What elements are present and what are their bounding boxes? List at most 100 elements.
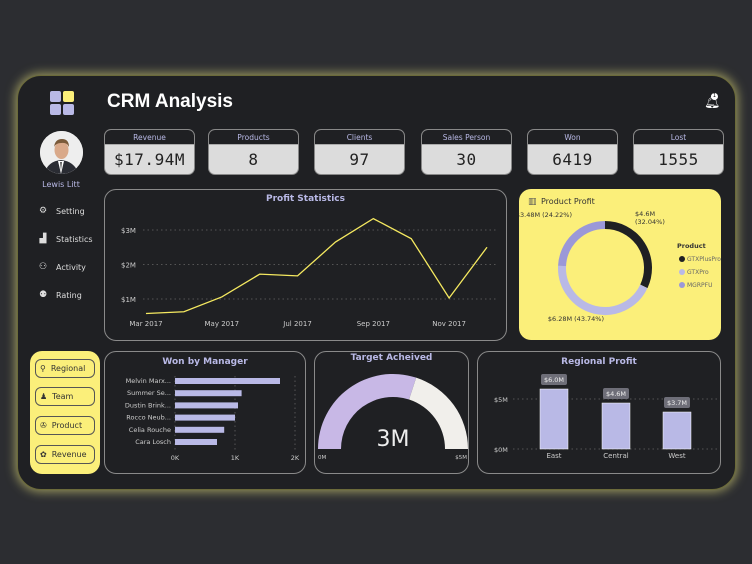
gear-icon: ⚙: [38, 206, 48, 216]
team-icon: ♟: [40, 392, 48, 401]
kpi-value: $17.94M: [114, 150, 185, 169]
nav-item-setting[interactable]: ⚙ Setting: [38, 206, 85, 216]
target-achieved-card: Target Acheived 3M 0M $5M: [314, 351, 469, 474]
won-by-manager-card: Won by Manager 0K 1K 2K Melvin Marx... Summe…: [104, 351, 306, 474]
profit-statistics-card: Profit Statistics $1M $2M $3M Mar 2017 May 2…: [104, 189, 507, 341]
kpi-label: Sales Person: [422, 130, 511, 145]
legend-label: GTXPro: [687, 269, 709, 276]
won-by-manager-chart: 0K 1K 2K Melvin Marx... Summer Se... Dustin B…: [125, 376, 300, 462]
regional-profit-chart: $0M $5M $6.0M East $4.6M Central $3.7M West: [494, 374, 718, 460]
bar-5: [175, 439, 217, 445]
y-tick-label: $3M: [121, 227, 136, 235]
card-title: Regional Profit: [561, 357, 637, 367]
donut-slice-GTXPlusPro: [604, 221, 652, 289]
regional-profit-card: Regional Profit $0M $5M $6.0M East $4.6M Cent…: [477, 351, 721, 474]
profit-line-chart: $1M $2M $3M Mar 2017 May 2017 Jul 2017 Sep 201…: [121, 217, 497, 328]
data-label: $3.7M: [667, 399, 687, 407]
filter-revenue-button[interactable]: ✿ Revenue: [35, 445, 95, 464]
nav-label: Statistics: [56, 234, 93, 244]
x-tick-label: East: [546, 452, 561, 460]
x-tick-label: Central: [603, 452, 629, 460]
kpi-label: Clients: [315, 130, 404, 145]
nav-item-rating[interactable]: ⚉ Rating: [38, 290, 82, 300]
nav-item-statistics[interactable]: ▟ Statistics: [38, 234, 93, 244]
kpi-value: 8: [248, 150, 259, 169]
bar-central: [601, 402, 631, 450]
legend-swatch: [679, 282, 685, 288]
gauge-fill: [318, 374, 417, 449]
notification-bell-icon[interactable]: 🔔︎ 1: [704, 93, 721, 110]
legend-label: MGRPFU: [687, 282, 712, 289]
y-tick-label: $0M: [494, 446, 508, 454]
x-tick-label: West: [668, 452, 685, 460]
card-title: Won by Manager: [162, 357, 248, 367]
donut-slice-GTXPro: [558, 265, 648, 315]
bar-2: [175, 402, 238, 409]
nav-item-activity[interactable]: ⚇ Activity: [38, 262, 86, 272]
kpi-card-revenue: Revenue $17.94M: [104, 129, 195, 175]
filter-regional-button[interactable]: ⚲ Regional: [35, 359, 95, 378]
revenue-icon: ✿: [40, 450, 47, 459]
bar-0: [175, 378, 280, 384]
profit-line: [145, 217, 488, 315]
slice-label: $6.28M (43.74%): [548, 315, 604, 323]
gauge-remaining: [409, 377, 468, 449]
target-gauge: 3M 0M $5M: [318, 374, 468, 461]
nav-label: Setting: [56, 206, 85, 216]
y-tick-label: Cara Losch: [135, 438, 171, 446]
chart-title: Product Profit: [541, 197, 595, 206]
kpi-card-sales-person: Sales Person 30: [421, 129, 512, 175]
filter-label: Revenue: [51, 450, 87, 459]
filter-team-button[interactable]: ♟ Team: [35, 387, 95, 406]
legend-swatch: [679, 269, 685, 275]
filter-label: Team: [52, 392, 74, 401]
y-tick-label: Melvin Marx...: [126, 377, 171, 385]
data-label-bg: [603, 388, 629, 399]
y-tick-label: $5M: [494, 396, 508, 404]
avatar[interactable]: [40, 131, 83, 174]
user-name: Lewis Litt: [42, 180, 80, 189]
x-tick-label: 2K: [291, 454, 300, 462]
filter-product-button[interactable]: ✇ Product: [35, 416, 95, 435]
chart-icon: ▥: [528, 197, 537, 207]
data-label-bg: [664, 397, 690, 408]
slice-label: $4.6M (32.04%): [635, 210, 665, 226]
bar-3: [175, 414, 235, 421]
nav-label: Activity: [56, 262, 86, 272]
bar-4: [175, 426, 225, 433]
data-label-bg: [541, 374, 567, 385]
kpi-card-won: Won 6419: [527, 129, 618, 175]
kpi-value: 30: [456, 150, 477, 169]
x-tick-label: Nov 2017: [432, 320, 466, 328]
location-icon: ⚲: [40, 364, 46, 373]
notification-count: 1: [711, 93, 718, 100]
gauge-value: 3M: [377, 427, 410, 452]
legend-swatch: [679, 256, 685, 262]
bar-1: [175, 390, 242, 397]
card-title: Target Acheived: [350, 353, 433, 363]
product-profit-card: ▥ Product Profit $4.6M (32.04%) $6.28M (43.7…: [516, 189, 721, 340]
kpi-label: Lost: [634, 130, 723, 145]
x-tick-label: Jul 2017: [282, 320, 312, 328]
gauge-max: $5M: [455, 455, 467, 461]
kpi-label: Products: [209, 130, 298, 145]
nav-label: Rating: [56, 290, 82, 300]
y-tick-label: Rocco Neub...: [126, 414, 171, 422]
kpi-label: Won: [528, 130, 617, 145]
x-tick-label: May 2017: [205, 320, 240, 328]
card-title: Profit Statistics: [265, 194, 345, 204]
donut-slice-MGRPFU: [558, 221, 606, 267]
kpi-card-clients: Clients 97: [314, 129, 405, 175]
x-tick-label: Mar 2017: [129, 320, 162, 328]
filter-label: Regional: [50, 364, 86, 373]
y-tick-label: Dustin Brink...: [125, 401, 171, 409]
kpi-value: 97: [349, 150, 370, 169]
legend-label: GTXPlusPro: [687, 256, 721, 263]
filter-panel: [30, 351, 100, 474]
gauge-min: 0M: [318, 455, 326, 461]
x-tick-label: 1K: [231, 454, 240, 462]
bar-west: [662, 411, 692, 450]
people-icon: ⚉: [38, 290, 48, 300]
product-profit-donut: ▥ Product Profit $4.6M (32.04%) $6.28M (43.7…: [516, 197, 721, 323]
x-tick-label: 0K: [171, 454, 180, 462]
